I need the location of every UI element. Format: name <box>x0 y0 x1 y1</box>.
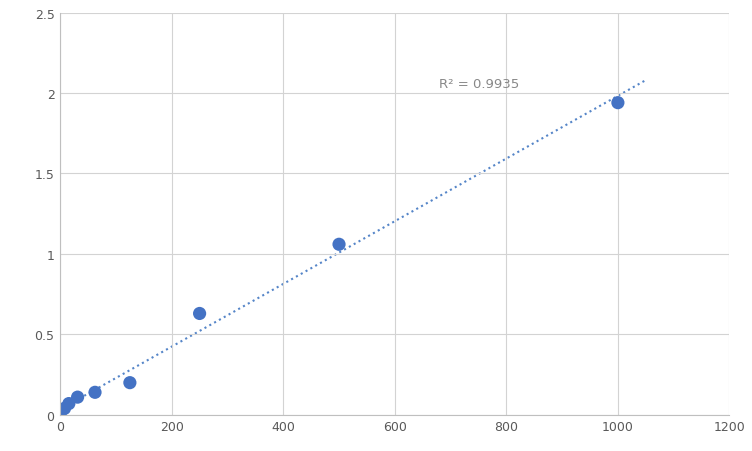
Point <box>124 379 136 387</box>
Point <box>63 400 75 407</box>
Point <box>54 411 66 419</box>
Point <box>193 310 205 318</box>
Text: R² = 0.9935: R² = 0.9935 <box>439 78 520 91</box>
Point <box>71 394 83 401</box>
Point <box>333 241 345 249</box>
Point <box>89 389 101 396</box>
Point <box>612 100 624 107</box>
Point <box>59 405 71 412</box>
